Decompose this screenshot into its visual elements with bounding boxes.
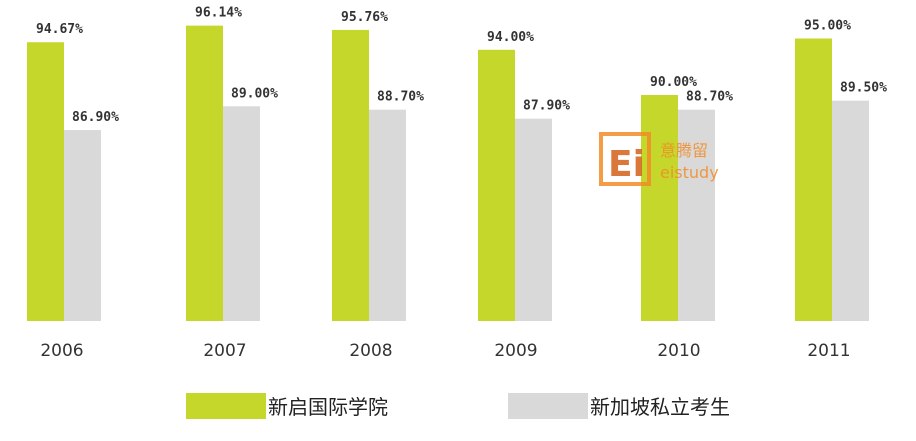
bar-2006-series-2 bbox=[64, 130, 101, 321]
watermark-text-bottom: eistudy bbox=[660, 163, 719, 182]
data-label-2010-series-1: 90.00% bbox=[650, 75, 697, 90]
data-label-2008-series-2: 88.70% bbox=[377, 90, 424, 105]
bars-layer bbox=[27, 25, 869, 322]
legend-swatch-series-1 bbox=[186, 393, 266, 419]
bar-2008-series-1 bbox=[332, 29, 369, 322]
watermark-logo-text: Ei bbox=[608, 144, 645, 185]
bar-2008-series-2 bbox=[369, 109, 406, 321]
legend-label-series-2: 新加坡私立考生 bbox=[590, 395, 730, 419]
x-tick-label-2008: 2008 bbox=[349, 341, 392, 361]
legend-item-series-1: 新启国际学院 bbox=[186, 393, 388, 419]
data-label-2011-series-2: 89.50% bbox=[840, 81, 887, 96]
legend-swatch-series-2 bbox=[508, 393, 588, 419]
bar-2010-series-1 bbox=[641, 95, 678, 321]
bar-2007-series-1 bbox=[186, 25, 223, 321]
bar-2007-series-2 bbox=[223, 106, 260, 321]
data-label-2006-series-2: 86.90% bbox=[72, 110, 119, 125]
watermark-text-top: 意腾留 bbox=[660, 141, 708, 160]
x-axis-labels: 2006 2007 2008 2009 2010 2011 bbox=[40, 341, 850, 361]
data-label-2009-series-2: 87.90% bbox=[523, 99, 570, 114]
x-tick-label-2011: 2011 bbox=[807, 341, 850, 361]
bar-2011-series-2 bbox=[832, 100, 869, 322]
bar-2009-series-1 bbox=[478, 49, 515, 322]
bar-2009-series-2 bbox=[515, 118, 552, 321]
value-labels-layer: 94.67% 86.90% 96.14% 89.00% 95.76% 88.70% 94.0… bbox=[36, 6, 887, 125]
bar-2010-series-2 bbox=[678, 109, 715, 321]
data-label-2006-series-1: 94.67% bbox=[36, 22, 83, 37]
watermark: Ei 意腾留 eistudy bbox=[599, 132, 719, 186]
x-tick-label-2006: 2006 bbox=[40, 341, 83, 361]
x-tick-label-2007: 2007 bbox=[203, 341, 246, 361]
legend-label-series-1: 新启国际学院 bbox=[268, 395, 388, 419]
x-tick-label-2009: 2009 bbox=[494, 341, 537, 361]
data-label-2007-series-1: 96.14% bbox=[195, 6, 242, 21]
data-label-2007-series-2: 89.00% bbox=[231, 86, 278, 101]
data-label-2011-series-1: 95.00% bbox=[804, 19, 851, 34]
legend: 新启国际学院 新加坡私立考生 bbox=[186, 393, 730, 419]
bar-2006-series-1 bbox=[27, 42, 64, 321]
x-tick-label-2010: 2010 bbox=[657, 341, 700, 361]
data-label-2008-series-1: 95.76% bbox=[341, 10, 388, 25]
data-label-2009-series-1: 94.00% bbox=[487, 30, 534, 45]
bar-2011-series-1 bbox=[795, 38, 832, 321]
watermark-logo-icon: Ei bbox=[599, 132, 651, 186]
data-label-2010-series-2: 88.70% bbox=[686, 90, 733, 105]
legend-item-series-2: 新加坡私立考生 bbox=[508, 393, 730, 419]
